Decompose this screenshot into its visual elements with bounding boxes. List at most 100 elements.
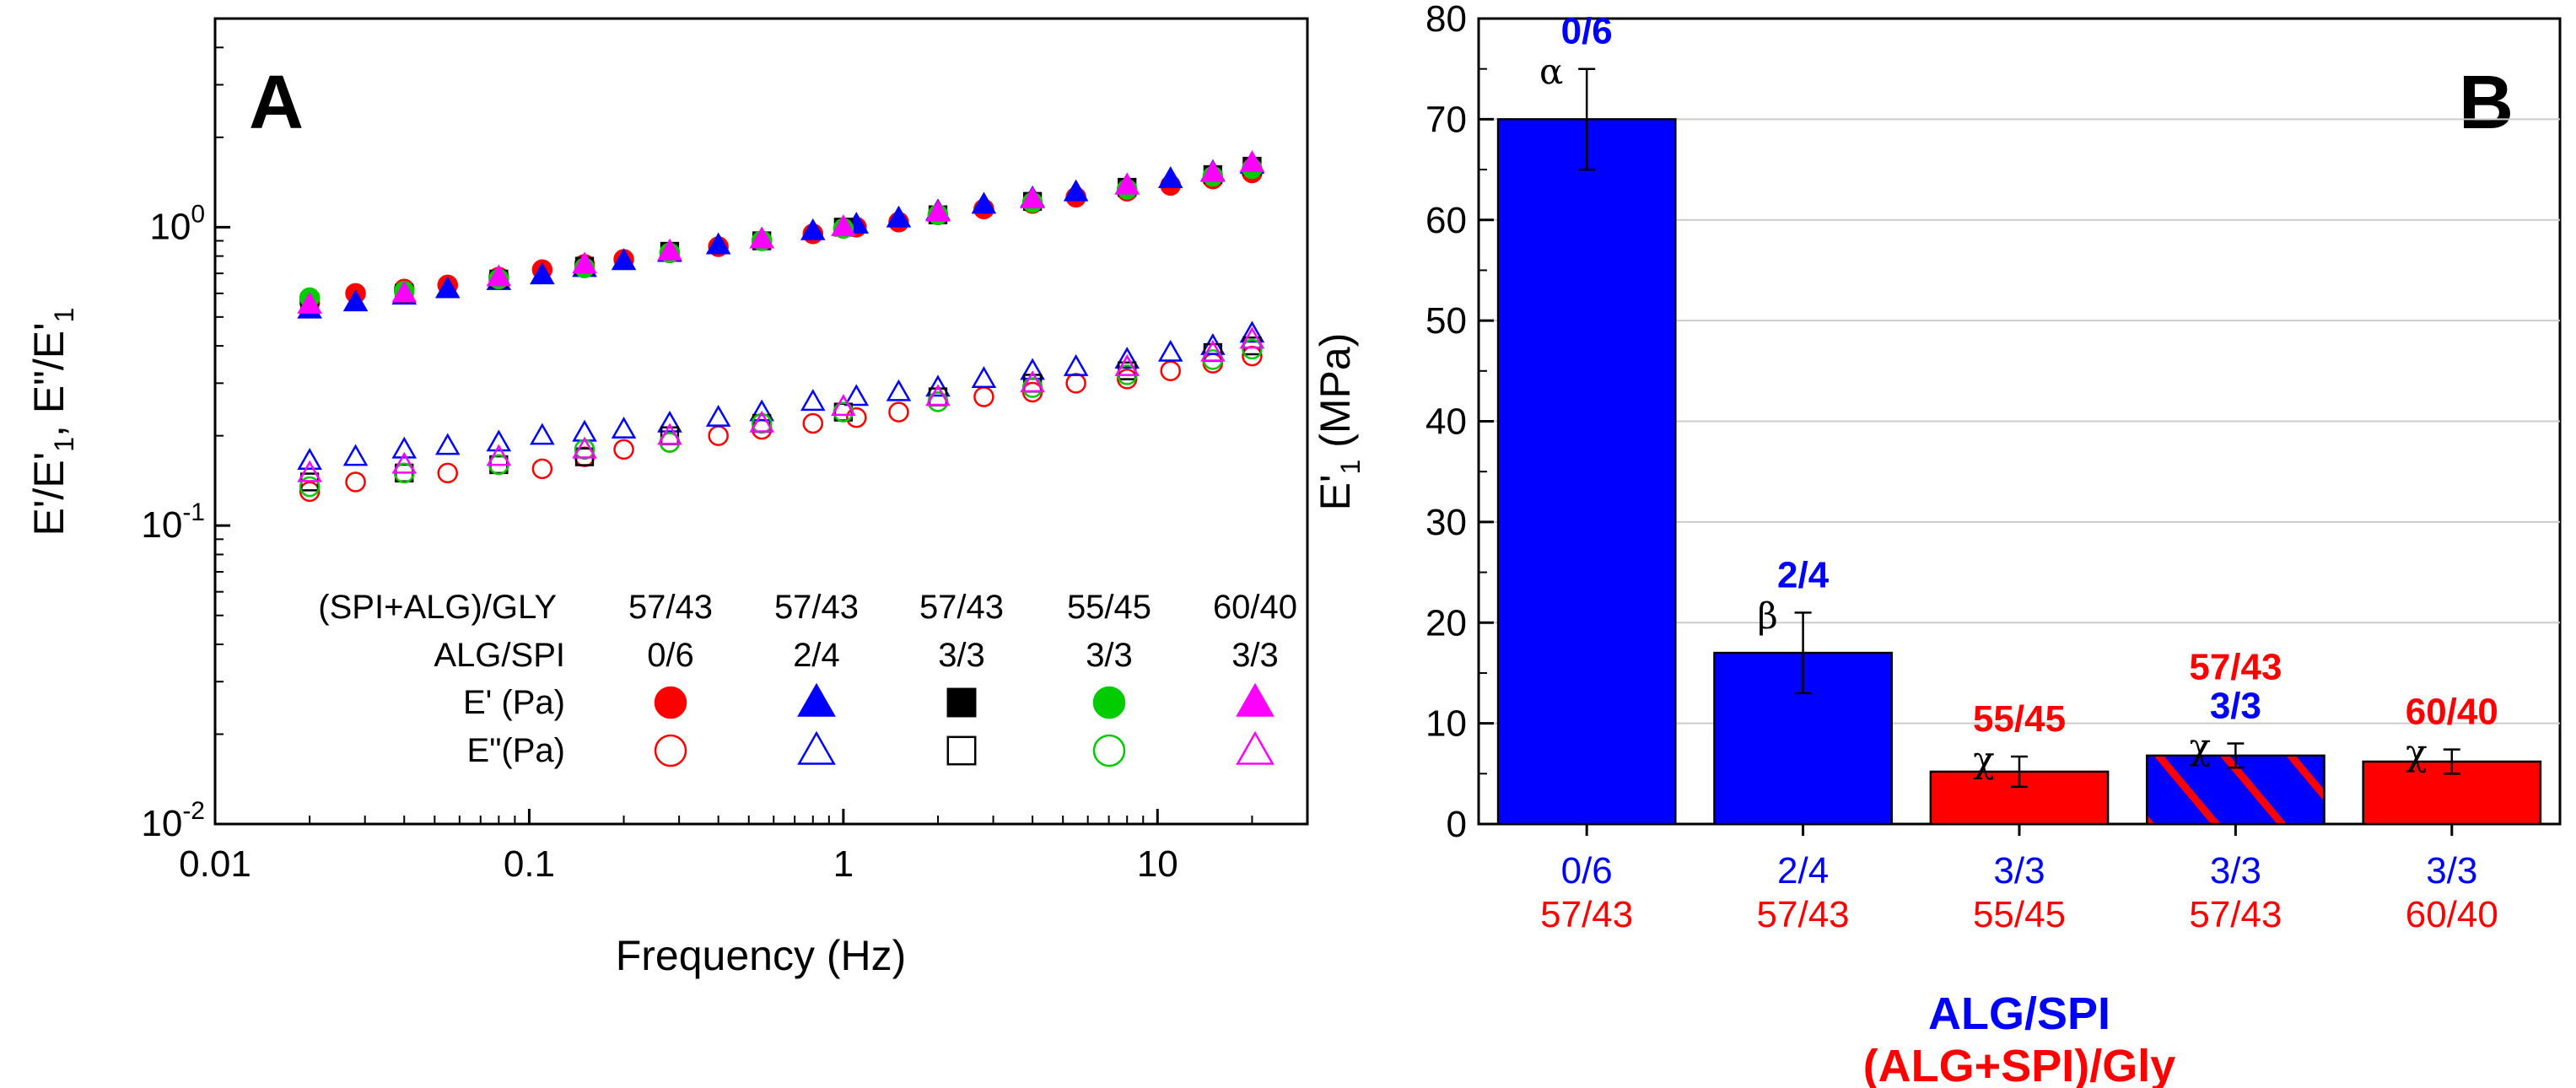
loss-point: [800, 389, 826, 412]
panel-a-label: A: [249, 61, 304, 145]
loss-point: [708, 425, 729, 446]
storage-point: [657, 238, 682, 261]
y-tick-label: 40: [1425, 401, 1467, 443]
storage-point: [925, 199, 951, 222]
storage-point: [391, 280, 418, 303]
loss-point: [297, 460, 322, 482]
legend-loss-marker: [946, 735, 977, 766]
y-tick-label: 70: [1425, 99, 1467, 140]
loss-point: [843, 384, 870, 407]
x-category-algspi: 2/4: [1777, 850, 1829, 891]
legend-loss-marker: [1092, 734, 1126, 768]
panel-a-ylabel-sub2: 1: [49, 308, 79, 323]
storage-point: [611, 248, 637, 271]
significance-letter: α: [1539, 51, 1563, 93]
loss-point: [530, 423, 555, 445]
bar-top-label: 3/3: [2210, 686, 2261, 727]
loss-point: [1063, 353, 1089, 376]
legend-algspi-ratio: 2/4: [793, 637, 840, 674]
legend-storage-marker: [1236, 682, 1275, 717]
legend-storage-marker: [946, 687, 977, 718]
storage-point: [434, 276, 461, 299]
legend-gly-ratio: 60/40: [1213, 589, 1297, 626]
loss-point: [749, 410, 774, 433]
legend-loss-marker: [797, 730, 836, 765]
storage-point: [749, 226, 774, 249]
y-tick-label: 50: [1425, 300, 1467, 342]
loss-point: [1200, 339, 1226, 362]
legend-row-label: E' (Pa): [463, 684, 565, 721]
panel-b-label: B: [2459, 61, 2514, 145]
storage-point: [572, 251, 597, 274]
storage-point: [831, 214, 856, 237]
x-category-algspi: 3/3: [2210, 850, 2261, 891]
x-tick-label: 0.01: [179, 843, 251, 885]
loss-point: [973, 386, 994, 407]
panel-a: A 0.01 0.1 1 10 10-2 10-1 100 (SPI+ALG)/GLY ALG…: [25, 17, 1309, 979]
loss-point: [342, 444, 369, 466]
loss-point: [657, 423, 682, 445]
loss-point: [297, 448, 322, 470]
loss-point: [437, 462, 458, 484]
loss-point: [611, 416, 637, 439]
x-category-gly: 57/43: [1540, 894, 1633, 935]
loss-point: [1239, 326, 1265, 349]
panel-b-ylabel-main: E': [1312, 474, 1359, 510]
storage-point: [1063, 179, 1089, 202]
bar-top-label: 57/43: [2189, 647, 2282, 688]
loss-point: [299, 481, 321, 503]
y-tick-label: 30: [1425, 502, 1467, 543]
x-category-gly: 57/43: [2189, 894, 2282, 935]
loss-point: [345, 471, 366, 493]
y-tick-label: 10: [1425, 703, 1467, 745]
loss-point: [486, 444, 512, 466]
panel-a-ylabel-mid: , E"/E': [25, 322, 73, 437]
legend-storage-marker: [1092, 686, 1126, 719]
loss-point: [846, 407, 867, 428]
panel-a-xlabel: Frequency (Hz): [616, 932, 907, 979]
loss-point: [1065, 373, 1086, 394]
loss-point: [1160, 360, 1181, 381]
loss-point: [1020, 370, 1045, 393]
loss-point: [1242, 338, 1263, 360]
loss-point: [886, 379, 912, 401]
panel-a-ticks: 0.01 0.1 1 10 10-2 10-1 100: [141, 46, 1253, 885]
bar-top-label: 0/6: [1561, 11, 1613, 52]
storage-point: [705, 232, 731, 255]
legend-gly-ratio: 55/45: [1067, 589, 1151, 626]
x-category-algspi: 3/3: [1993, 850, 2045, 891]
panel-b-xlabel-line1: ALG/SPI: [1928, 988, 2110, 1039]
loss-point: [572, 436, 597, 459]
legend-loss-marker: [1236, 730, 1275, 765]
legend-storage-marker: [797, 682, 836, 717]
storage-point: [800, 218, 826, 240]
loss-point: [657, 410, 682, 433]
legend-algspi-ratio: 3/3: [1231, 637, 1279, 674]
loss-point: [1239, 320, 1265, 343]
loss-point: [888, 401, 909, 423]
storage-point: [486, 264, 512, 287]
bar-top-label: 55/45: [1973, 698, 2066, 740]
y-tick-label: 10-1: [141, 498, 205, 546]
loss-point: [391, 451, 418, 474]
panel-b-ylabel-sub: 1: [1335, 460, 1366, 475]
loss-point: [1114, 347, 1140, 369]
panel-a-points: [297, 150, 1265, 503]
storage-point: [530, 262, 555, 285]
x-category-algspi: 0/6: [1561, 850, 1613, 891]
loss-point: [705, 404, 731, 427]
x-tick-label: 10: [1137, 843, 1178, 885]
legend-gly-ratio: 57/43: [774, 589, 859, 626]
legend-row-label: (SPI+ALG)/GLY: [318, 589, 557, 626]
x-tick-label: 1: [833, 843, 854, 885]
y-tick-label: 80: [1425, 0, 1467, 40]
loss-point: [299, 476, 321, 498]
panel-b-ylabel-rest: (MPa): [1312, 333, 1359, 460]
storage-point: [1114, 172, 1140, 195]
significance-letter: χ: [2190, 726, 2211, 768]
y-tick-label: 10-2: [141, 797, 205, 844]
loss-point: [531, 458, 553, 480]
loss-point: [971, 366, 997, 389]
x-category-gly: 60/40: [2406, 894, 2498, 935]
storage-point: [1200, 159, 1226, 182]
